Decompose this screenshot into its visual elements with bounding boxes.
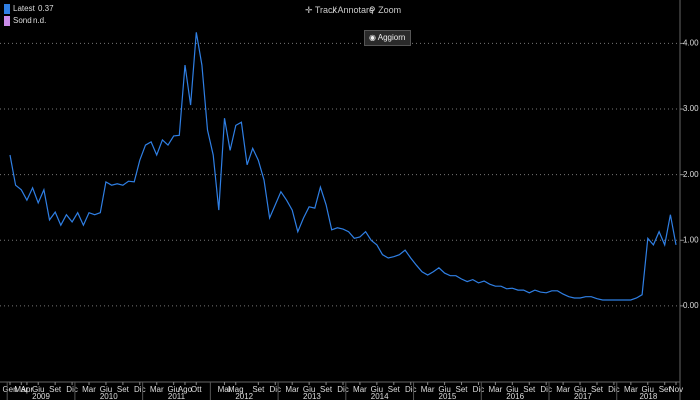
x-tick-label: Apr <box>21 385 34 394</box>
x-tick-label: Set <box>49 385 62 394</box>
x-tick-label: Set <box>659 385 672 394</box>
x-tick-label: Mar <box>421 385 435 394</box>
y-tick-label: 4.00 <box>683 39 699 48</box>
year-label: 2015 <box>439 392 457 400</box>
x-tick-label: Dic <box>473 385 485 394</box>
legend-swatch <box>4 4 10 14</box>
line-series <box>9 32 677 301</box>
x-tick-label: Mar <box>624 385 638 394</box>
zoom-label[interactable]: Zoom <box>378 5 402 15</box>
x-tick-label: Ott <box>191 385 202 394</box>
x-tick-label: Giu <box>100 385 112 394</box>
track-label[interactable]: Track <box>314 5 338 15</box>
x-tick-label: Set <box>523 385 536 394</box>
x-tick-label: Dic <box>337 385 349 394</box>
year-label: 2016 <box>506 392 524 400</box>
x-tick-label: Set <box>591 385 604 394</box>
year-label: 2017 <box>574 392 592 400</box>
year-label: 2014 <box>371 392 389 400</box>
x-tick-label: Set <box>388 385 401 394</box>
year-label: 2011 <box>168 392 186 400</box>
x-tick-label: Mar <box>556 385 570 394</box>
refresh-button[interactable]: ◉ Aggiorn <box>364 30 412 46</box>
year-label: 2010 <box>100 392 118 400</box>
x-tick-label: Dic <box>540 385 552 394</box>
x-tick-label: Mar <box>82 385 96 394</box>
y-tick-label: 1.00 <box>683 235 699 244</box>
x-tick-label: Giu <box>32 385 44 394</box>
x-tick-label: Mar <box>488 385 502 394</box>
x-tick-label: Gen <box>2 385 17 394</box>
x-tick-label: Mar <box>285 385 299 394</box>
x-tick-label: Mag <box>228 385 244 394</box>
legend-swatch <box>4 16 10 26</box>
x-tick-label: Ago <box>178 385 193 394</box>
x-tick-label: Giu <box>167 385 179 394</box>
refresh-label[interactable]: Aggiorn <box>377 33 406 42</box>
annotate-label[interactable]: Annotare <box>337 5 375 15</box>
legend-value: n.d. <box>33 16 46 25</box>
x-tick-label: Dic <box>66 385 78 394</box>
x-tick-label: Giu <box>303 385 315 394</box>
year-label: 2013 <box>303 392 321 400</box>
x-tick-label: Nov <box>669 385 683 394</box>
annotate-tool[interactable]: ⁄ Annotare <box>334 5 375 15</box>
legend-value: 0.37 <box>38 4 54 13</box>
x-tick-label: Mar <box>14 385 28 394</box>
x-tick-label: Mar <box>353 385 367 394</box>
x-tick-label: Giu <box>438 385 450 394</box>
x-tick-label: Dic <box>269 385 281 394</box>
legend-label: Sond <box>13 16 32 25</box>
y-tick-label: 3.00 <box>683 104 699 113</box>
year-label: 2012 <box>235 392 253 400</box>
x-tick-label: Giu <box>506 385 518 394</box>
x-tick-label: Set <box>117 385 130 394</box>
x-tick-label: Set <box>252 385 265 394</box>
x-tick-label: Set <box>456 385 469 394</box>
y-tick-label: 0.00 <box>683 301 699 310</box>
zoom-tool[interactable]: ⚲ Zoom <box>369 5 402 15</box>
year-label: 2009 <box>32 392 50 400</box>
legend-label: Latest <box>13 4 36 13</box>
y-tick-label: 2.00 <box>683 170 699 179</box>
x-tick-label: Dic <box>405 385 417 394</box>
year-label: 2018 <box>639 392 657 400</box>
x-tick-label: Set <box>320 385 333 394</box>
x-tick-label: Mar <box>218 385 232 394</box>
x-tick-label: Dic <box>134 385 146 394</box>
x-tick-label: Mar <box>150 385 164 394</box>
track-tool[interactable]: ✛ Track <box>305 5 338 15</box>
x-tick-label: Giu <box>371 385 383 394</box>
x-tick-label: Giu <box>642 385 654 394</box>
x-tick-label: Dic <box>608 385 620 394</box>
x-tick-label: Giu <box>574 385 586 394</box>
